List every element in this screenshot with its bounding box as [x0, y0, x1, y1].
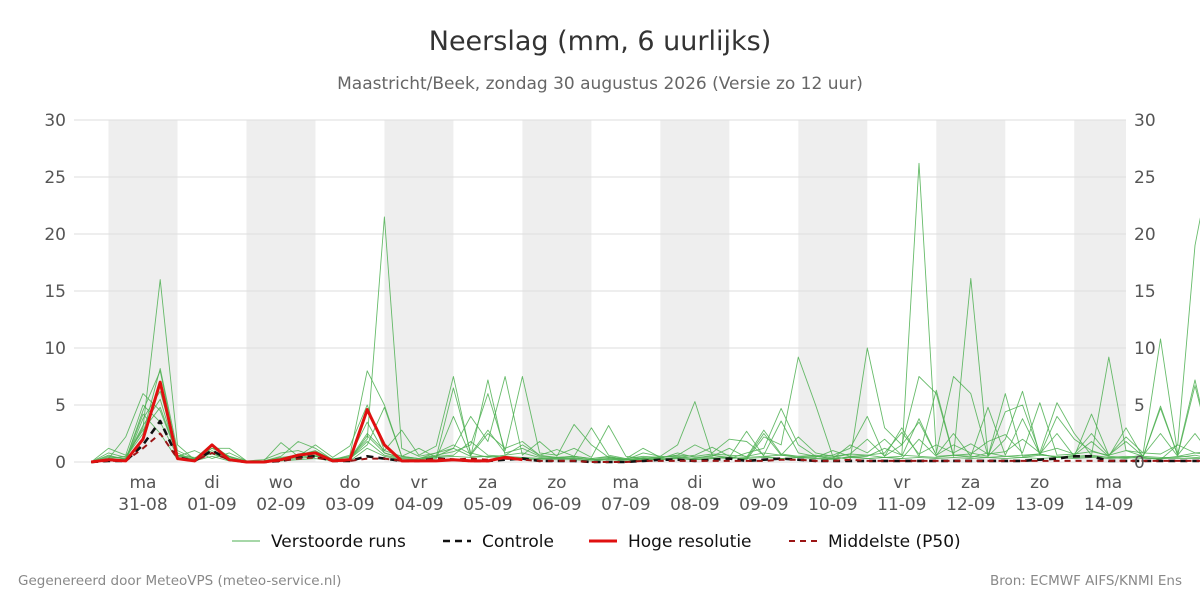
x-tick-date: 06-09: [532, 495, 581, 515]
y-tick-left-25: 25: [44, 168, 66, 188]
ensemble-member-2: [91, 338, 1200, 463]
legend-label: Middelste (P50): [828, 532, 961, 552]
x-tick-day: ma: [1095, 473, 1122, 493]
series-hoge-resolutie: [91, 380, 523, 464]
y-tick-left-20: 20: [44, 225, 66, 245]
x-tick-date: 09-09: [739, 495, 788, 515]
x-tick-day: do: [339, 473, 360, 493]
x-tick-day: vr: [410, 473, 427, 493]
x-tick-date: 02-09: [256, 495, 305, 515]
series-middelste-p50-: [91, 432, 1200, 463]
y-tick-right-5: 5: [1134, 396, 1145, 416]
x-axis-ticks: ma31-08di01-09wo02-09do03-09vr04-09za05-…: [118, 473, 1133, 515]
legend-item-2: Hoge resolutie: [589, 532, 752, 552]
x-tick-day: ma: [612, 473, 639, 493]
x-tick-date: 14-09: [1084, 495, 1133, 515]
x-tick-day: do: [822, 473, 843, 493]
x-tick-day: ma: [129, 473, 156, 493]
legend-label: Verstoorde runs: [271, 532, 406, 552]
x-tick-date: 13-09: [1015, 495, 1064, 515]
legend-item-1: Controle: [443, 532, 554, 552]
x-tick-day: di: [204, 473, 220, 493]
y-tick-left-0: 0: [55, 453, 66, 473]
x-tick-date: 10-09: [808, 495, 857, 515]
y-tick-right-0: 0: [1134, 453, 1145, 473]
x-tick-day: di: [687, 473, 703, 493]
x-tick-day: wo: [269, 473, 293, 493]
footer-source: Bron: ECMWF AIFS/KNMI Ens: [990, 573, 1182, 589]
x-tick-date: 01-09: [187, 495, 236, 515]
x-tick-day: wo: [752, 473, 776, 493]
y-tick-right-25: 25: [1134, 168, 1156, 188]
y-tick-right-20: 20: [1134, 225, 1156, 245]
y-tick-right-10: 10: [1134, 339, 1156, 359]
legend-item-3: Middelste (P50): [789, 532, 961, 552]
x-tick-date: 31-08: [118, 495, 167, 515]
x-tick-date: 04-09: [394, 495, 443, 515]
y-tick-right-15: 15: [1134, 282, 1156, 302]
x-tick-date: 03-09: [325, 495, 374, 515]
x-tick-date: 07-09: [601, 495, 650, 515]
legend-item-0: Verstoorde runs: [232, 532, 406, 552]
x-tick-day: zo: [1030, 473, 1049, 493]
legend: Verstoorde runs Controle Hoge resolutie Mid…: [232, 532, 961, 552]
x-tick-date: 11-09: [877, 495, 926, 515]
x-tick-day: zo: [547, 473, 566, 493]
legend-label: Controle: [482, 532, 554, 552]
footer-generated-by: Gegenereerd door MeteoVPS (meteo-service…: [18, 573, 341, 589]
y-tick-left-15: 15: [44, 282, 66, 302]
x-tick-day: vr: [893, 473, 910, 493]
x-tick-day: za: [961, 473, 980, 493]
y-tick-left-30: 30: [44, 111, 66, 131]
y-tick-left-10: 10: [44, 339, 66, 359]
x-tick-date: 05-09: [463, 495, 512, 515]
y-axis-ticks: 0 0 5 5 10 10 15 15 20 20 25 25 30 30: [44, 111, 1155, 473]
y-tick-left-5: 5: [55, 396, 66, 416]
main-series-lines: [91, 380, 1200, 464]
x-tick-day: za: [478, 473, 497, 493]
x-tick-date: 12-09: [946, 495, 995, 515]
y-tick-right-30: 30: [1134, 111, 1156, 131]
chart-title: Neerslag (mm, 6 uurlijks): [429, 26, 771, 57]
chart-subtitle: Maastricht/Beek, zondag 30 augustus 2026…: [337, 74, 863, 94]
legend-label: Hoge resolutie: [628, 532, 752, 552]
x-tick-date: 08-09: [670, 495, 719, 515]
